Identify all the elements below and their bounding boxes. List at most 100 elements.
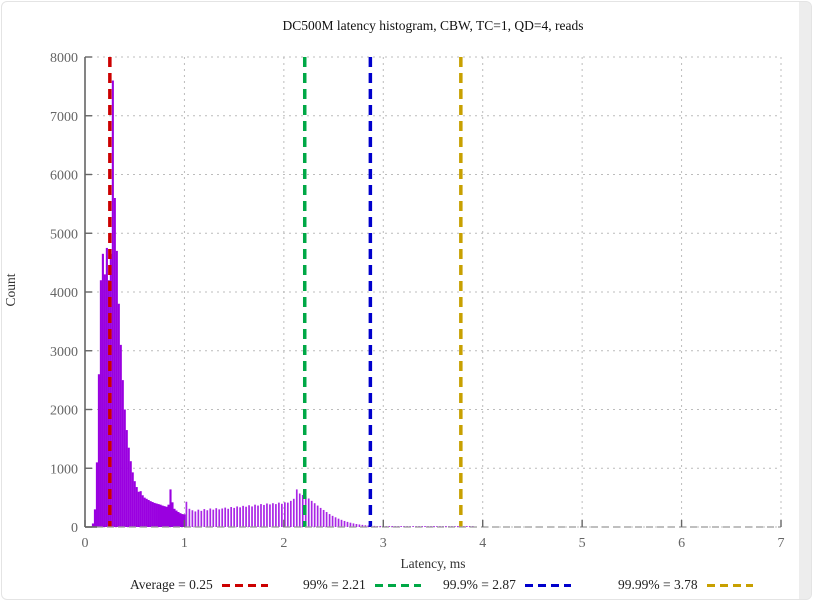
histogram-bar xyxy=(421,526,423,527)
x-tick-label: 1 xyxy=(181,536,188,551)
histogram-bar xyxy=(129,461,132,527)
histogram-bar xyxy=(218,509,221,527)
histogram-bar xyxy=(125,430,128,527)
x-tick-label: 0 xyxy=(82,536,89,551)
histogram-bar xyxy=(185,501,188,527)
histogram-bar xyxy=(151,502,154,527)
x-tick-label: 4 xyxy=(479,536,486,551)
y-tick-label: 6000 xyxy=(50,169,78,184)
histogram-bar xyxy=(117,303,120,527)
histogram-bar xyxy=(233,507,235,527)
histogram-bar xyxy=(173,508,176,527)
histogram-bar xyxy=(310,500,313,527)
histogram-bar xyxy=(319,507,322,527)
histogram-bar xyxy=(272,503,274,527)
histogram-bar xyxy=(224,507,227,527)
y-tick-label: 1000 xyxy=(50,462,78,477)
histogram-bar xyxy=(346,521,349,527)
histogram-bar xyxy=(133,481,136,527)
histogram-bar xyxy=(188,508,191,527)
histogram-bar xyxy=(245,506,247,527)
histogram-bar xyxy=(145,498,148,527)
y-tick-label: 4000 xyxy=(50,286,78,301)
histogram-bar xyxy=(281,503,283,527)
histogram-bar xyxy=(175,510,178,527)
histogram-bar xyxy=(278,502,280,527)
histogram-bar xyxy=(191,510,194,527)
histogram-bar xyxy=(153,502,156,527)
histogram-bar xyxy=(436,526,438,527)
histogram-bar xyxy=(209,508,212,527)
histogram-bar xyxy=(400,526,403,527)
x-tick-label: 2 xyxy=(280,536,287,551)
histogram-bar xyxy=(266,503,268,527)
histogram-bar xyxy=(298,493,301,527)
x-axis-label: Latency, ms xyxy=(400,556,466,571)
histogram-bar xyxy=(161,505,164,527)
legend-label: 99.9% = 2.87 xyxy=(443,577,516,592)
histogram-bar xyxy=(137,491,140,527)
y-tick-label: 0 xyxy=(71,521,78,536)
legend-label: 99.99% = 3.78 xyxy=(618,577,698,592)
histogram-bar xyxy=(111,80,114,527)
histogram-bar xyxy=(197,509,200,527)
histogram-bar xyxy=(364,525,367,527)
histogram-bar xyxy=(177,512,180,527)
histogram-bar xyxy=(236,506,238,527)
histogram-bar xyxy=(171,502,174,527)
histogram-bar xyxy=(230,507,233,527)
legend-item-0: Average = 0.25 xyxy=(130,577,268,593)
histogram-bar xyxy=(103,274,106,527)
legend-item-3: 99.99% = 3.78 xyxy=(618,577,753,593)
histogram-bar xyxy=(457,526,459,527)
histogram-bar xyxy=(93,509,96,527)
scrollbar-track[interactable] xyxy=(799,2,811,599)
histogram-bar xyxy=(155,503,158,527)
histogram-bar xyxy=(334,517,337,527)
histogram-bar xyxy=(349,522,352,527)
histogram-bar xyxy=(340,519,343,527)
legend-dash-swatch xyxy=(374,583,421,587)
histogram-bar xyxy=(167,504,170,527)
histogram-bar xyxy=(215,508,218,527)
histogram-bar xyxy=(242,505,244,527)
histogram-bar xyxy=(355,524,358,527)
y-tick-label: 5000 xyxy=(50,227,78,242)
legend-label: Average = 0.25 xyxy=(130,577,213,592)
histogram-bar xyxy=(194,511,197,527)
histogram-bar xyxy=(292,498,295,527)
histogram-bar xyxy=(119,344,122,527)
histogram-bar xyxy=(379,526,382,527)
legend-dash-swatch xyxy=(524,583,571,587)
histogram-bar xyxy=(331,515,334,527)
legend-item-1: 99% = 2.21 xyxy=(303,577,421,593)
y-tick-label: 7000 xyxy=(50,110,78,125)
histogram-bar xyxy=(179,513,182,527)
histogram-bar xyxy=(181,514,184,527)
histogram-bar xyxy=(284,502,286,527)
histogram-bar xyxy=(328,514,331,527)
legend-dash-swatch xyxy=(221,583,268,587)
histogram-bar xyxy=(221,508,224,527)
histogram-bar xyxy=(127,447,130,527)
histogram-bar xyxy=(200,510,203,527)
histogram-bar xyxy=(101,253,104,527)
histogram-bar xyxy=(143,497,146,527)
y-tick-label: 8000 xyxy=(50,51,78,66)
histogram-bar xyxy=(115,250,118,527)
histogram-bar xyxy=(388,526,391,527)
histogram-bar xyxy=(361,524,364,527)
histogram-bar xyxy=(91,523,95,527)
legend-label: 99% = 2.21 xyxy=(303,577,366,592)
histogram-bar xyxy=(254,504,256,527)
y-tick-label: 2000 xyxy=(50,404,78,419)
histogram-bar xyxy=(307,498,310,527)
histogram-bar xyxy=(367,525,370,527)
histogram-bar xyxy=(99,280,102,527)
histogram-bar xyxy=(131,472,134,527)
histogram-bar xyxy=(289,500,292,527)
histogram-bar xyxy=(313,503,316,527)
histogram-bar xyxy=(322,509,325,527)
histogram-bar xyxy=(121,380,124,527)
